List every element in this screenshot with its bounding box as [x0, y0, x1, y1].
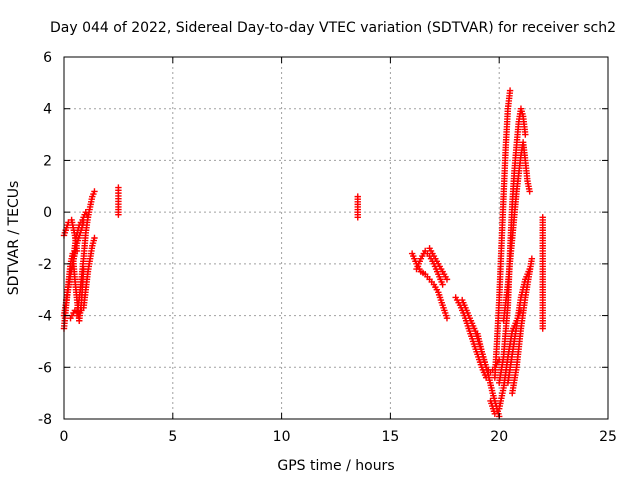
grid-lines — [64, 57, 608, 419]
y-tick-label: 4 — [43, 102, 52, 118]
data-point — [80, 219, 87, 226]
x-axis-label: GPS time / hours — [277, 458, 394, 474]
data-point — [539, 325, 546, 332]
axis-ticks — [63, 56, 609, 420]
plot-frame — [63, 56, 609, 420]
data-point — [443, 276, 451, 283]
data-point — [526, 188, 533, 195]
y-tick-label: 2 — [43, 153, 52, 169]
x-tick-label: 5 — [168, 429, 177, 445]
data-point — [522, 131, 529, 138]
y-tick-label: -4 — [38, 309, 52, 325]
x-tick-label: 15 — [381, 429, 399, 445]
chart-title: Day 044 of 2022, Sidereal Day-to-day VTE… — [50, 20, 616, 36]
x-tick-label: 0 — [60, 429, 69, 445]
y-tick-label: 6 — [43, 50, 52, 66]
y-tick-label: -2 — [38, 257, 52, 273]
data-point — [354, 214, 361, 221]
data-points — [60, 87, 546, 420]
data-point — [439, 281, 446, 288]
data-point — [506, 87, 514, 94]
y-tick-label: -6 — [38, 360, 52, 376]
data-point — [91, 234, 98, 242]
y-tick-label: -8 — [38, 412, 52, 428]
data-point — [528, 255, 536, 262]
data-point — [91, 188, 98, 195]
y-axis-label: SDTVAR / TECUs — [6, 181, 22, 296]
x-tick-label: 20 — [490, 429, 508, 445]
tick-labels: 0 5 10 15 20 25 -8 -6 -4 -2 0 2 4 6 — [38, 50, 617, 445]
data-point — [115, 211, 122, 218]
y-tick-label: 0 — [43, 205, 52, 221]
x-tick-label: 10 — [273, 429, 291, 445]
data-point — [443, 314, 451, 322]
x-tick-label: 25 — [599, 429, 617, 445]
